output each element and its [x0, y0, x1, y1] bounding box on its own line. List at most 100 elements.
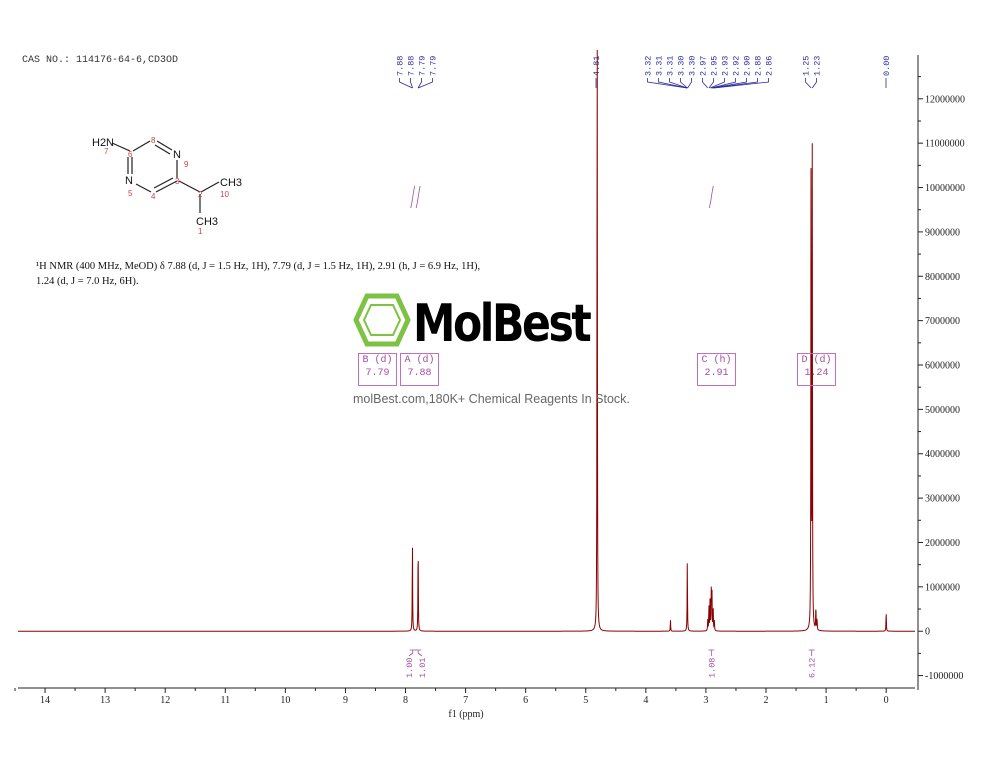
peak-label: 3.31	[666, 56, 676, 76]
y-tick-label: 7000000	[925, 316, 960, 327]
peak-label: 2.95	[710, 56, 720, 76]
description-line: 1.24 (d, J = 7.0 Hz, 6H).	[36, 276, 139, 287]
x-tick-label: 5	[583, 695, 588, 706]
peak-label: 7.88	[396, 56, 406, 76]
y-tick-label: 10000000	[925, 183, 965, 194]
multiplet-label: B (d)	[362, 355, 393, 366]
x-tick-label: 11	[220, 695, 230, 706]
spectrum-line	[18, 49, 915, 632]
peak-connector	[713, 78, 758, 89]
molecule-structure: H2N N N CH3 CH3 7 6 8 9 5 4 3 2 10 1	[92, 136, 242, 236]
peak-connector	[680, 78, 688, 89]
peak-label: 2.97	[699, 56, 709, 76]
x-tick-label: 9	[343, 695, 348, 706]
multiplet-box-a: A (d) 7.88	[400, 353, 439, 386]
x-tick-label: 14	[40, 695, 50, 706]
atom-ch3-10: CH3	[220, 177, 242, 189]
nmr-description: ¹H NMR (400 MHz, MeOD) δ 7.88 (d, J = 1.…	[36, 259, 516, 289]
y-tick-label: 5000000	[925, 405, 960, 416]
peak-label: 1.23	[813, 56, 823, 76]
atom-number: 1	[198, 227, 203, 236]
peak-label: 2.93	[721, 56, 731, 76]
integral-value: 6.12	[808, 658, 818, 678]
molbest-hexagon-logo-icon	[353, 293, 411, 347]
peak-label: 7.79	[418, 56, 428, 76]
y-tick-label: 0	[925, 627, 930, 638]
peak-connector	[399, 78, 413, 89]
x-tick-label: 10	[280, 695, 290, 706]
x-axis-label: f1 (ppm)	[448, 709, 483, 720]
peak-label: 2.88	[754, 56, 764, 76]
atom-number: 8	[151, 136, 156, 145]
y-tick-label: 2000000	[925, 538, 960, 549]
multiplet-label: D (d)	[801, 355, 832, 366]
watermark-tagline: molBest.com,180K+ Chemical Reagents In S…	[353, 392, 630, 406]
peak-connector	[805, 78, 812, 89]
multiplet-label: A (d)	[404, 355, 435, 366]
atom-number: 6	[128, 150, 133, 159]
peak-label: 2.92	[732, 56, 742, 76]
peak-label: 3.30	[688, 56, 698, 76]
atom-number: 5	[128, 189, 133, 198]
watermark-logo: MolBest	[413, 294, 592, 354]
multiplet-shift: 7.79	[365, 368, 390, 379]
peak-label: 3.32	[644, 56, 654, 76]
cas-number: CAS NO.: 114176-64-6,CD3OD	[22, 55, 179, 66]
integral-bracket	[408, 649, 416, 657]
y-tick-label: -1000000	[925, 671, 963, 682]
x-tick-label: 8	[403, 695, 408, 706]
integral-value: 1.00	[405, 658, 415, 678]
multiplet-shift: 2.91	[704, 368, 729, 379]
multiplet-label: C (h)	[701, 355, 732, 366]
x-tick-label: 12	[160, 695, 170, 706]
peak-label: 3.30	[677, 56, 687, 76]
peak-connector	[708, 78, 714, 89]
multiplet-box-b: B (d) 7.79	[358, 353, 397, 386]
x-tick-label: 3	[703, 695, 708, 706]
integral-curve	[415, 185, 421, 209]
integral-bracket	[708, 649, 715, 656]
peak-connector	[811, 78, 817, 89]
peak-label: 0.00	[882, 56, 892, 76]
peak-connector	[714, 78, 769, 89]
peak-label: 2.90	[743, 56, 753, 76]
y-tick-label: 9000000	[925, 227, 960, 238]
x-tick-label: 2	[764, 695, 769, 706]
integral-value: 1.08	[707, 658, 717, 678]
multiplet-shift: 1.24	[804, 368, 829, 379]
peak-connector	[658, 78, 688, 89]
x-tick-label: 0	[884, 695, 889, 706]
peak-connector	[669, 78, 688, 89]
atom-number: 7	[104, 147, 109, 156]
peak-connector	[711, 78, 736, 89]
atom-number: 3	[175, 177, 180, 186]
multiplet-box-d: D (d) 1.24	[797, 353, 836, 386]
integral-curve	[708, 185, 714, 209]
atom-number: 2	[198, 190, 203, 199]
atom-n9: N	[173, 149, 181, 161]
peak-label: 2.86	[765, 56, 775, 76]
multiplet-shift: 7.88	[407, 368, 432, 379]
peak-label: 7.88	[407, 56, 417, 76]
integral-bracket	[808, 649, 815, 656]
atom-number: 4	[151, 192, 156, 201]
y-tick-label: 11000000	[925, 139, 965, 150]
x-tick-label: 7	[463, 695, 468, 706]
peak-connector	[709, 78, 725, 89]
y-tick-label: 1000000	[925, 582, 960, 593]
y-tick-label: 6000000	[925, 361, 960, 372]
atom-number: 10	[220, 190, 229, 199]
peak-label: 3.31	[655, 56, 665, 76]
peak-connector	[410, 78, 413, 89]
integral-curve	[410, 185, 416, 209]
peak-connector	[647, 78, 688, 89]
atom-number: 9	[184, 160, 189, 169]
y-tick-label: 4000000	[925, 449, 960, 460]
y-tick-label: 8000000	[925, 272, 960, 283]
atom-nh2: H2N	[92, 137, 114, 149]
x-tick-label: 6	[523, 695, 528, 706]
y-tick-label: 3000000	[925, 494, 960, 505]
peak-connector	[711, 78, 747, 89]
atom-ch3-1: CH3	[196, 216, 218, 228]
